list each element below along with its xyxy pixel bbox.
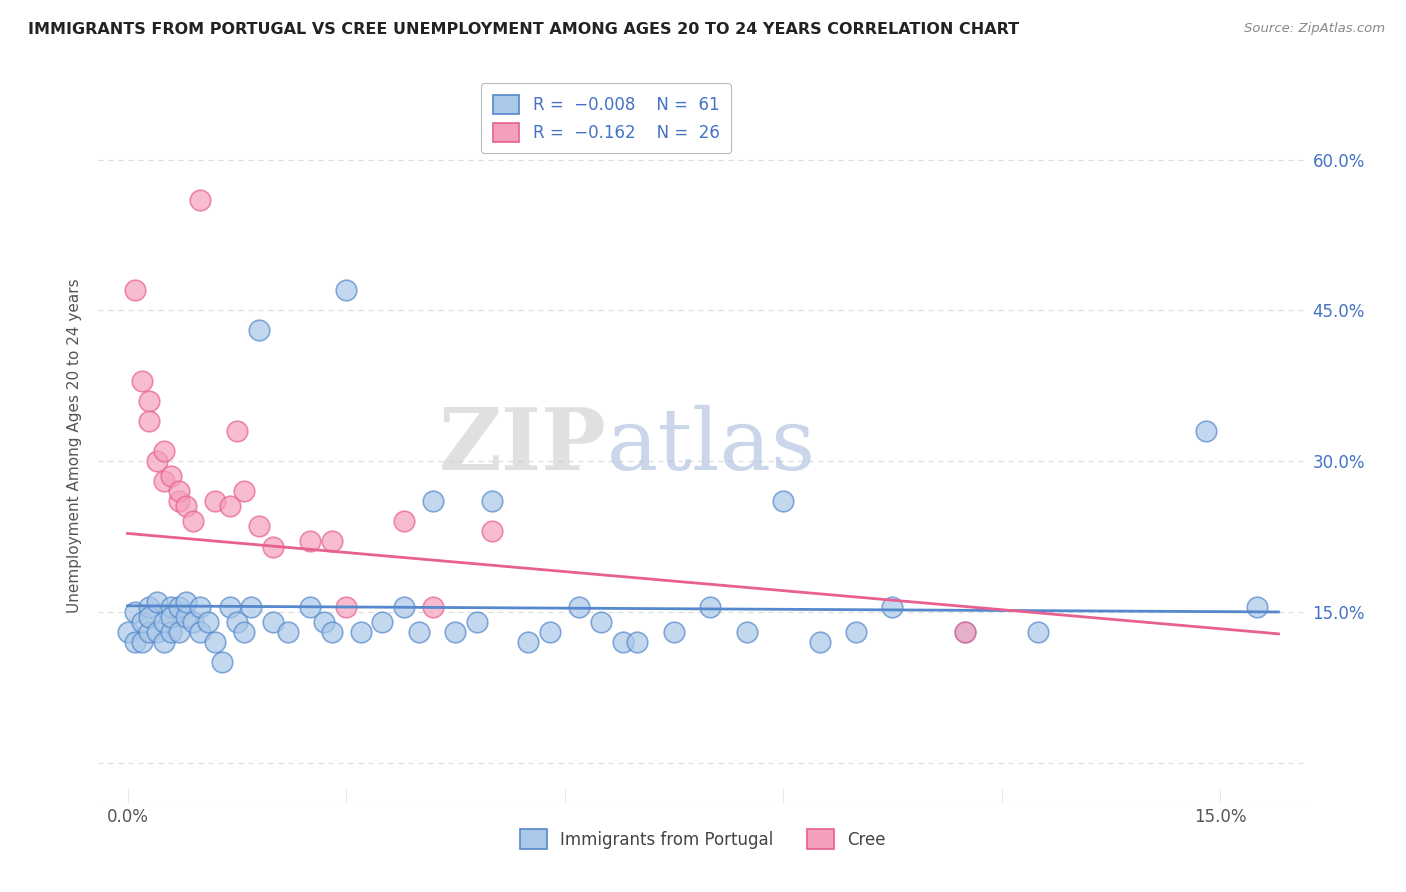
Point xyxy=(218,599,240,614)
Point xyxy=(662,624,685,639)
Point xyxy=(138,414,160,428)
Point xyxy=(124,605,146,619)
Point xyxy=(174,610,197,624)
Point xyxy=(589,615,612,629)
Point xyxy=(371,615,394,629)
Point xyxy=(174,595,197,609)
Text: IMMIGRANTS FROM PORTUGAL VS CREE UNEMPLOYMENT AMONG AGES 20 TO 24 YEARS CORRELAT: IMMIGRANTS FROM PORTUGAL VS CREE UNEMPLO… xyxy=(28,22,1019,37)
Point xyxy=(321,624,343,639)
Point xyxy=(314,615,336,629)
Point xyxy=(772,494,794,508)
Point xyxy=(882,599,904,614)
Point xyxy=(808,635,831,649)
Legend: Immigrants from Portugal, Cree: Immigrants from Portugal, Cree xyxy=(510,820,896,859)
Point xyxy=(422,599,444,614)
Point xyxy=(335,599,357,614)
Point xyxy=(190,599,212,614)
Point xyxy=(138,624,160,639)
Point xyxy=(167,599,190,614)
Point xyxy=(233,624,256,639)
Point xyxy=(1026,624,1049,639)
Point xyxy=(181,515,204,529)
Point xyxy=(247,323,270,337)
Point xyxy=(845,624,868,639)
Point xyxy=(955,624,977,639)
Point xyxy=(145,624,167,639)
Point xyxy=(298,599,321,614)
Point xyxy=(124,283,146,297)
Point xyxy=(321,534,343,549)
Point xyxy=(211,655,233,669)
Point xyxy=(204,494,226,508)
Point xyxy=(481,524,503,539)
Point xyxy=(277,624,299,639)
Text: ZIP: ZIP xyxy=(439,404,606,488)
Point xyxy=(394,515,416,529)
Point xyxy=(153,635,176,649)
Point xyxy=(160,624,183,639)
Point xyxy=(181,615,204,629)
Point xyxy=(153,444,176,458)
Point xyxy=(262,615,284,629)
Point xyxy=(612,635,634,649)
Point xyxy=(160,469,183,483)
Point xyxy=(167,624,190,639)
Y-axis label: Unemployment Among Ages 20 to 24 years: Unemployment Among Ages 20 to 24 years xyxy=(67,278,83,614)
Point xyxy=(225,424,247,438)
Point xyxy=(568,599,591,614)
Point xyxy=(138,393,160,408)
Point xyxy=(298,534,321,549)
Point xyxy=(240,599,263,614)
Point xyxy=(955,624,977,639)
Text: atlas: atlas xyxy=(606,404,815,488)
Point xyxy=(1246,599,1268,614)
Point xyxy=(233,484,256,499)
Point xyxy=(218,500,240,514)
Point xyxy=(422,494,444,508)
Point xyxy=(138,610,160,624)
Point xyxy=(153,615,176,629)
Point xyxy=(247,519,270,533)
Point xyxy=(145,454,167,468)
Point xyxy=(131,615,153,629)
Point xyxy=(117,624,139,639)
Point xyxy=(190,624,212,639)
Point xyxy=(1194,424,1216,438)
Point xyxy=(124,635,146,649)
Point xyxy=(160,599,183,614)
Point xyxy=(699,599,721,614)
Point xyxy=(204,635,226,649)
Point xyxy=(465,615,488,629)
Point xyxy=(538,624,561,639)
Point xyxy=(145,595,167,609)
Point xyxy=(262,540,284,554)
Point xyxy=(174,500,197,514)
Point xyxy=(160,610,183,624)
Point xyxy=(408,624,430,639)
Point xyxy=(167,484,190,499)
Text: Source: ZipAtlas.com: Source: ZipAtlas.com xyxy=(1244,22,1385,36)
Point xyxy=(626,635,648,649)
Point xyxy=(190,193,212,207)
Point xyxy=(131,374,153,388)
Point xyxy=(444,624,467,639)
Point xyxy=(735,624,758,639)
Point xyxy=(167,494,190,508)
Point xyxy=(481,494,503,508)
Point xyxy=(517,635,540,649)
Point xyxy=(138,599,160,614)
Point xyxy=(394,599,416,614)
Point xyxy=(225,615,247,629)
Point xyxy=(131,635,153,649)
Point xyxy=(335,283,357,297)
Point xyxy=(153,474,176,488)
Point xyxy=(197,615,219,629)
Point xyxy=(350,624,373,639)
